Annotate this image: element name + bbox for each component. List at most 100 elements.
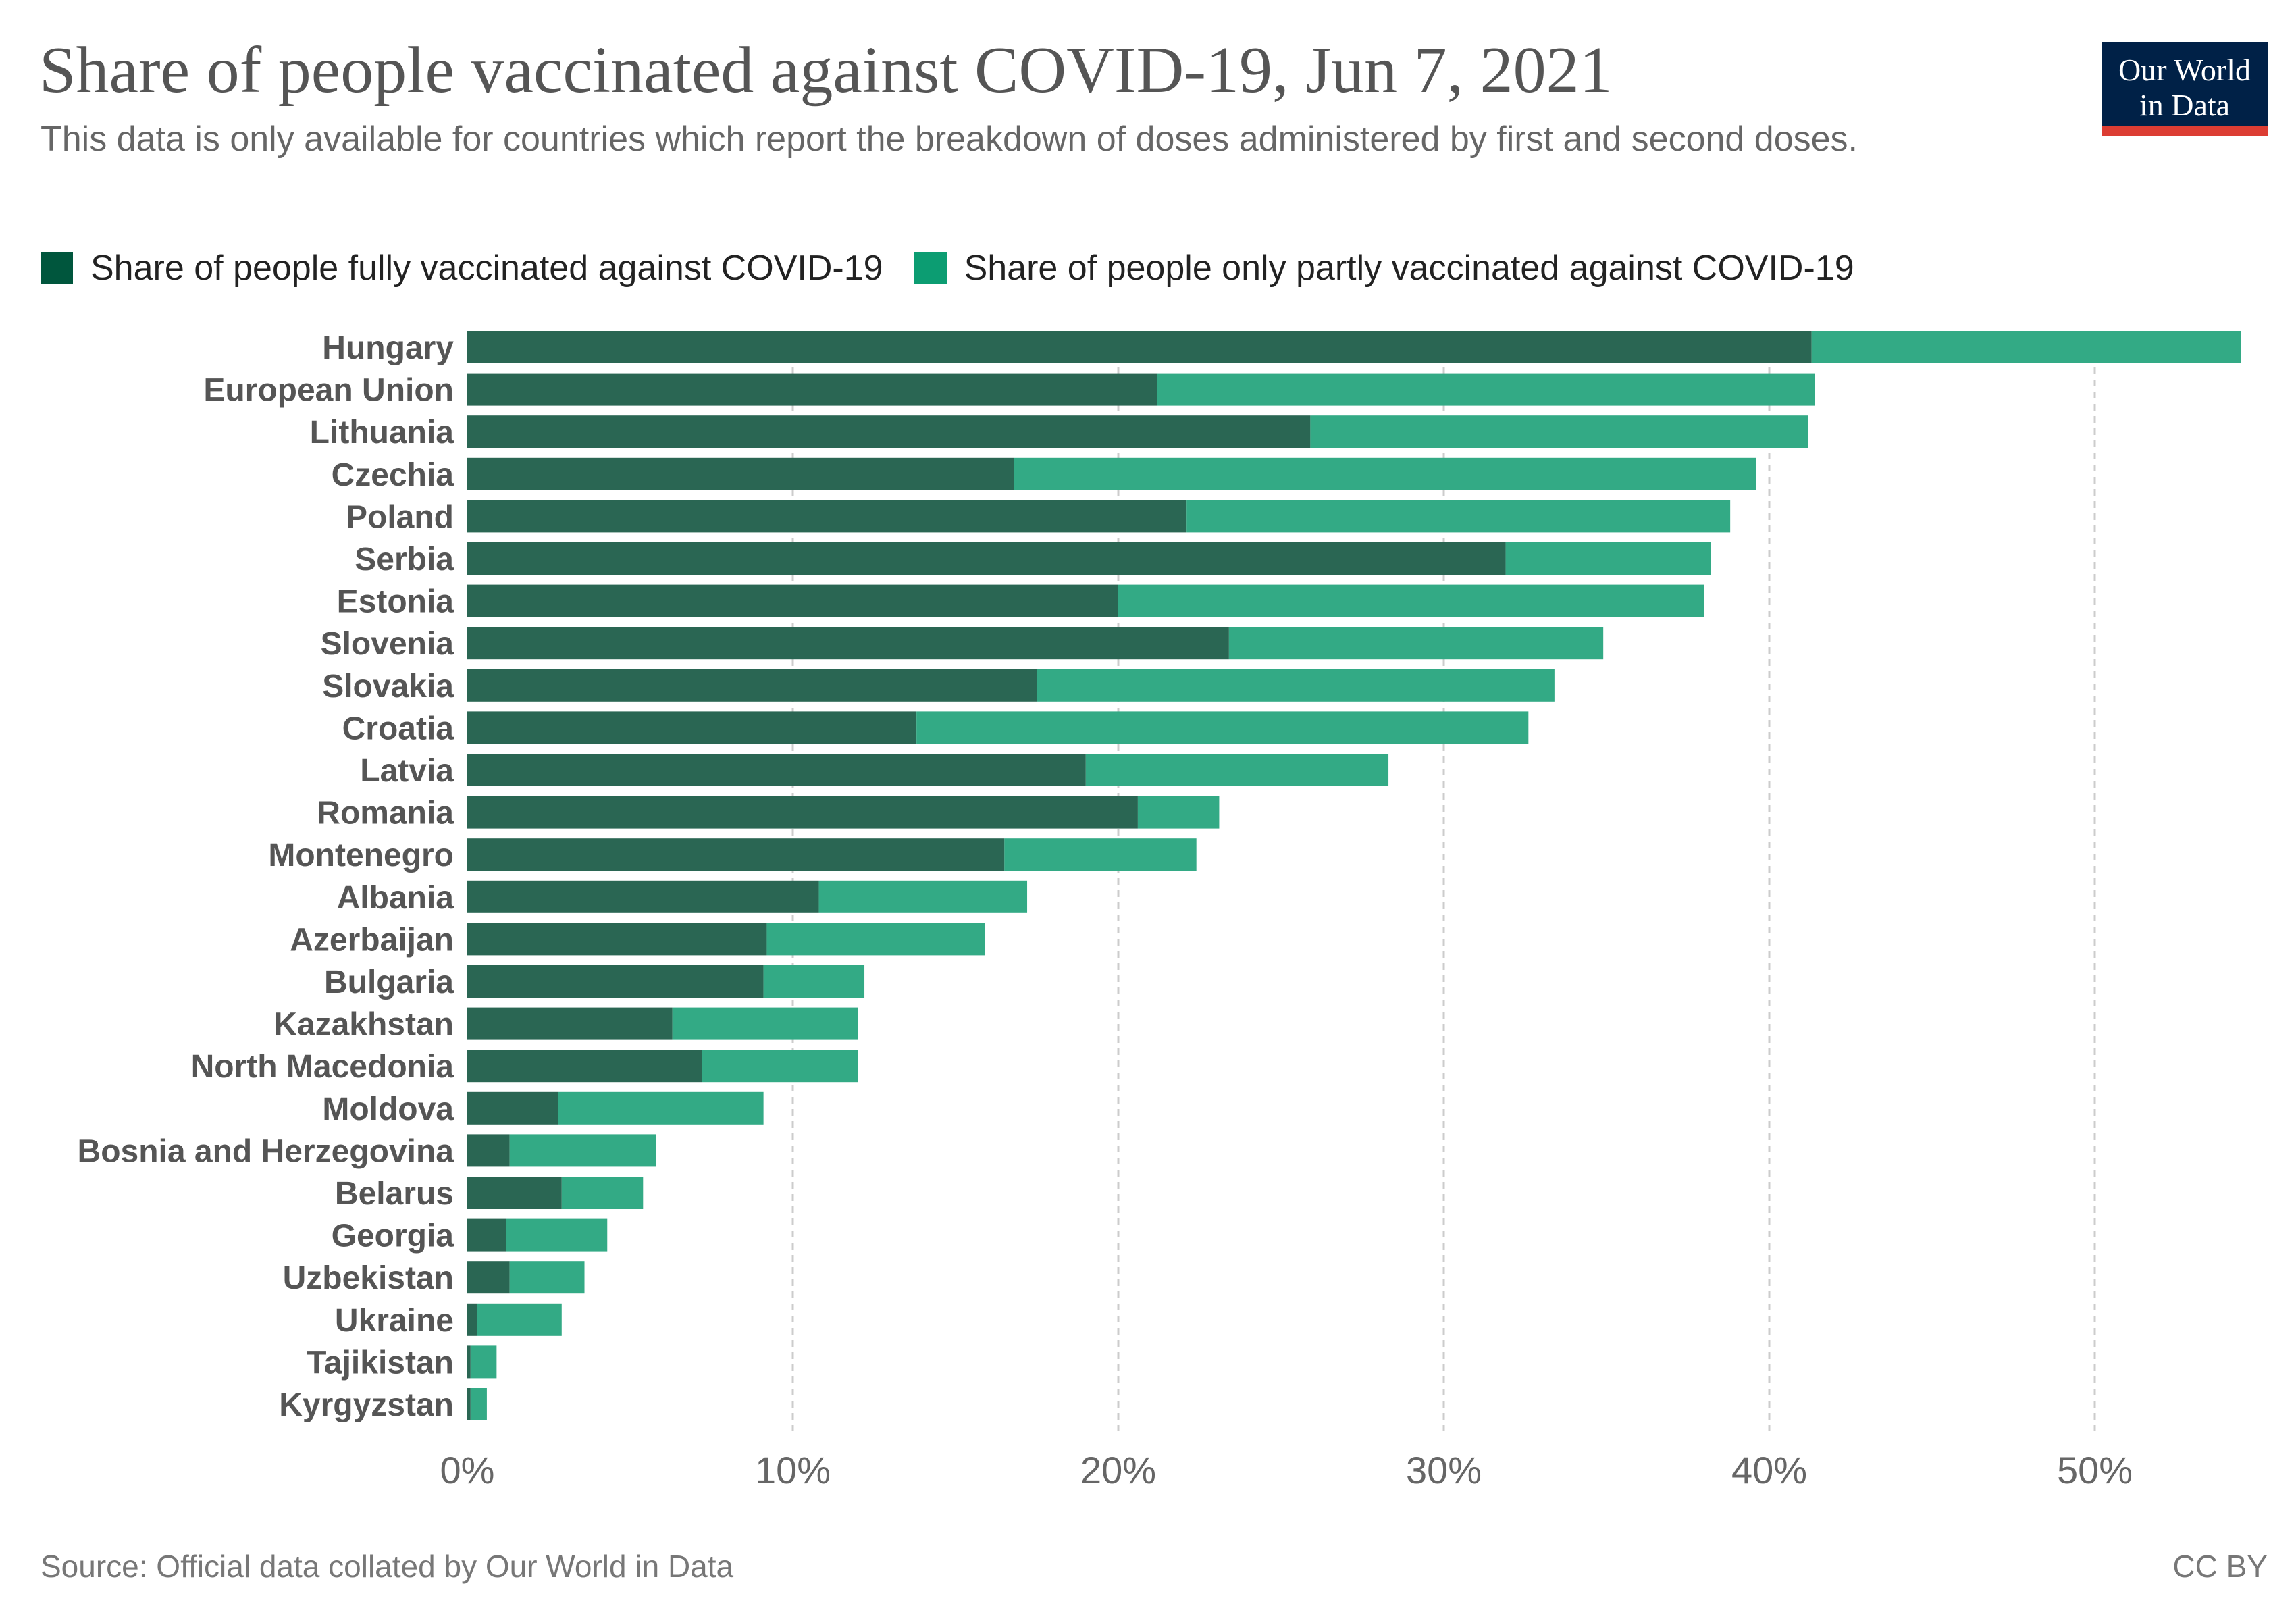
bar-chart: Hungary European Union Lithuania Czechia Pol… (78, 330, 2241, 1491)
x-tick-label: 40% (1731, 1449, 1807, 1491)
bar-fully-vaccinated[interactable] (467, 711, 917, 744)
bar-fully-vaccinated[interactable] (467, 1091, 558, 1125)
bar-partly-vaccinated[interactable] (470, 1345, 497, 1379)
logo-line-2: in Data (2139, 88, 2230, 122)
chart-title: Share of people vaccinated against COVID… (39, 34, 1613, 107)
bar-partly-vaccinated[interactable] (1505, 542, 1711, 575)
bar-fully-vaccinated[interactable] (467, 754, 1086, 786)
bar-partly-vaccinated[interactable] (818, 880, 1028, 913)
bar-partly-vaccinated[interactable] (1157, 373, 1815, 406)
legend-swatch-partly (914, 252, 947, 284)
category-label: Croatia (342, 711, 454, 746)
bar-partly-vaccinated[interactable] (672, 1007, 858, 1040)
x-axis-ticks: 0% 10% 20% 30% 40% 50% (440, 1449, 2133, 1491)
category-label: Georgia (332, 1218, 454, 1254)
bar-fully-vaccinated[interactable] (467, 796, 1138, 829)
bar-partly-vaccinated[interactable] (509, 1261, 585, 1294)
category-label: Slovakia (322, 669, 454, 704)
bar-fully-vaccinated[interactable] (467, 1303, 477, 1336)
bar-fully-vaccinated[interactable] (467, 1218, 506, 1252)
bar-fully-vaccinated[interactable] (467, 627, 1229, 660)
category-label: Lithuania (310, 415, 454, 451)
license-link[interactable]: CC BY (2172, 1549, 2268, 1584)
bar-fully-vaccinated[interactable] (467, 373, 1157, 406)
category-label: European Union (203, 373, 454, 409)
bar-fully-vaccinated[interactable] (467, 880, 819, 913)
bar-fully-vaccinated[interactable] (467, 1261, 510, 1294)
x-tick-label: 50% (2057, 1449, 2133, 1491)
bar-partly-vaccinated[interactable] (470, 1388, 487, 1420)
bar-fully-vaccinated[interactable] (467, 923, 767, 956)
bar-fully-vaccinated[interactable] (467, 1388, 471, 1420)
category-label: Ukraine (335, 1303, 454, 1339)
category-label: Moldova (322, 1091, 454, 1127)
legend-label-partly: Share of people only partly vaccinated a… (964, 249, 1854, 288)
bar-fully-vaccinated[interactable] (467, 1345, 471, 1379)
bar-partly-vaccinated[interactable] (561, 1177, 644, 1209)
bar-fully-vaccinated[interactable] (467, 1177, 562, 1209)
x-tick-label: 30% (1406, 1449, 1482, 1491)
bar-partly-vaccinated[interactable] (1228, 627, 1604, 660)
category-label: Bosnia and Herzegovina (78, 1133, 454, 1169)
source-note: Source: Official data collated by Our Wo… (41, 1549, 734, 1584)
bar-partly-vaccinated[interactable] (702, 1050, 858, 1083)
bar-partly-vaccinated[interactable] (1137, 796, 1220, 829)
legend-item-fully[interactable]: Share of people fully vaccinated against… (41, 248, 883, 288)
bar-fully-vaccinated[interactable] (467, 965, 764, 998)
category-label: Czechia (332, 457, 454, 493)
category-label: Slovenia (321, 626, 454, 662)
category-label: Uzbekistan (283, 1260, 454, 1296)
bar-partly-vaccinated[interactable] (763, 965, 865, 998)
bar-fully-vaccinated[interactable] (467, 457, 1014, 490)
bar-partly-vaccinated[interactable] (1004, 838, 1197, 871)
category-labels: Hungary European Union Lithuania Czechia Pol… (78, 330, 454, 1423)
category-label: Poland (346, 499, 454, 535)
bar-partly-vaccinated[interactable] (766, 923, 985, 956)
bar-partly-vaccinated[interactable] (506, 1218, 608, 1252)
bar-partly-vaccinated[interactable] (558, 1091, 764, 1125)
chart-subtitle: This data is only available for countrie… (41, 120, 1858, 159)
bar-fully-vaccinated[interactable] (467, 669, 1037, 702)
bar-fully-vaccinated[interactable] (467, 500, 1187, 533)
bar-partly-vaccinated[interactable] (1118, 584, 1704, 617)
bar-fully-vaccinated[interactable] (467, 331, 1812, 363)
bar-fully-vaccinated[interactable] (467, 838, 1005, 871)
bar-partly-vaccinated[interactable] (1811, 331, 2241, 363)
x-tick-label: 10% (755, 1449, 831, 1491)
category-label: Kazakhstan (273, 1007, 454, 1043)
legend-label-fully: Share of people fully vaccinated against… (90, 249, 883, 288)
category-label: Estonia (337, 584, 454, 620)
bar-partly-vaccinated[interactable] (1014, 457, 1756, 490)
bar-partly-vaccinated[interactable] (916, 711, 1529, 744)
bar-partly-vaccinated[interactable] (1310, 415, 1808, 448)
bar-fully-vaccinated[interactable] (467, 584, 1118, 617)
category-label: Belarus (335, 1176, 454, 1212)
category-label: Romania (317, 796, 454, 831)
bar-partly-vaccinated[interactable] (1037, 669, 1555, 702)
category-label: Montenegro (268, 838, 454, 873)
category-label: Kyrgyzstan (279, 1387, 454, 1423)
bar-fully-vaccinated[interactable] (467, 1007, 673, 1040)
category-label: North Macedonia (191, 1049, 454, 1085)
bars (467, 331, 2241, 1420)
bar-partly-vaccinated[interactable] (509, 1134, 656, 1167)
legend-item-partly[interactable]: Share of people only partly vaccinated a… (914, 248, 1854, 288)
category-label: Tajikistan (307, 1345, 454, 1381)
x-tick-label: 20% (1080, 1449, 1156, 1491)
bar-fully-vaccinated[interactable] (467, 1134, 510, 1167)
owid-logo[interactable]: Our World in Data (2102, 42, 2268, 136)
category-label: Hungary (322, 330, 454, 366)
bar-fully-vaccinated[interactable] (467, 415, 1311, 448)
category-label: Albania (337, 880, 454, 916)
legend: Share of people fully vaccinated against… (41, 245, 2201, 292)
category-label: Azerbaijan (290, 922, 454, 958)
category-label: Latvia (360, 753, 454, 789)
bar-partly-vaccinated[interactable] (1085, 754, 1389, 786)
bar-fully-vaccinated[interactable] (467, 542, 1506, 575)
category-label: Serbia (355, 542, 454, 577)
bar-partly-vaccinated[interactable] (477, 1303, 562, 1336)
x-tick-label: 0% (440, 1449, 495, 1491)
logo-line-1: Our World (2118, 53, 2251, 87)
bar-partly-vaccinated[interactable] (1186, 500, 1731, 533)
bar-fully-vaccinated[interactable] (467, 1050, 702, 1083)
